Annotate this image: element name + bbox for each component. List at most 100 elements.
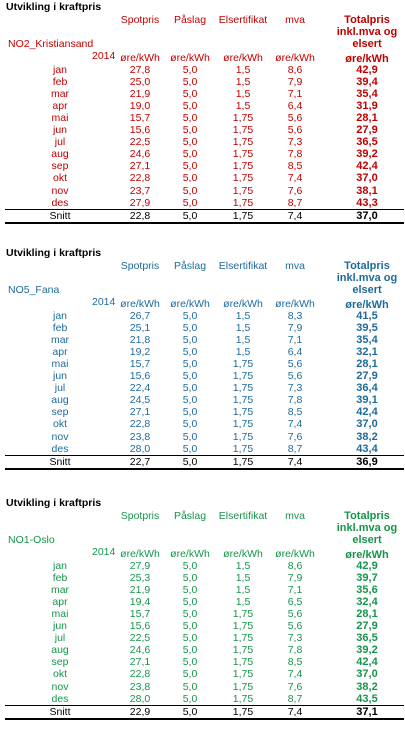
month: nov: [51, 680, 69, 693]
cell: 23,8: [129, 430, 151, 443]
unit: øre/kWh: [120, 52, 160, 64]
unit: øre/kWh: [223, 52, 263, 64]
total-header: Totalpris: [344, 260, 390, 272]
month: apr: [52, 100, 68, 113]
cell: 27,1: [129, 406, 151, 419]
total-cell: 39,2: [356, 644, 378, 657]
cell: 8,5: [287, 160, 303, 173]
month: jul: [54, 136, 66, 149]
cell: 27,1: [129, 160, 151, 173]
average-total: 36,9: [356, 455, 378, 468]
cell: 1,75: [232, 680, 254, 693]
month: jun: [52, 124, 68, 137]
cell: 5,0: [182, 148, 198, 161]
average-cell: 5,0: [182, 209, 198, 222]
cell: 25,1: [129, 322, 151, 335]
total-header: Totalpris: [344, 14, 390, 26]
rule: [5, 467, 404, 470]
cell: 5,0: [182, 608, 198, 621]
total-header: inkl.mva og: [336, 272, 398, 284]
month: mar: [50, 584, 70, 597]
total-cell: 35,6: [356, 584, 378, 597]
rule: [5, 704, 404, 706]
cell: 8,7: [287, 196, 303, 209]
cell: 8,3: [287, 310, 303, 322]
cell: 15,7: [129, 608, 151, 621]
cell: 22,5: [129, 136, 151, 149]
unit: øre/kWh: [170, 298, 210, 310]
cell: 5,0: [182, 620, 198, 633]
cell: 5,0: [182, 584, 198, 597]
cell: 7,4: [287, 172, 303, 185]
month: mai: [51, 112, 69, 125]
cell: 5,6: [287, 620, 303, 633]
total-cell: 36,5: [356, 136, 378, 149]
cell: 1,5: [235, 560, 251, 572]
average-cell: 1,75: [232, 209, 254, 222]
cell: 22,8: [129, 668, 151, 681]
month: sep: [51, 656, 69, 669]
year: 2014: [92, 546, 116, 558]
cell: 5,6: [287, 608, 303, 621]
cell: 8,7: [287, 692, 303, 705]
column-header: Spotpris: [120, 260, 160, 272]
cell: 1,75: [232, 418, 254, 431]
cell: 5,0: [182, 418, 198, 431]
cell: 23,7: [129, 184, 151, 197]
unit: øre/kWh: [120, 548, 160, 560]
unit: øre/kWh: [275, 52, 315, 64]
cell: 5,6: [287, 358, 303, 371]
cell: 27,9: [129, 196, 151, 209]
column-header: Påslag: [173, 14, 207, 26]
average-cell: 7,4: [287, 705, 303, 718]
cell: 15,6: [129, 620, 151, 633]
unit: øre/kWh: [275, 548, 315, 560]
total-cell: 28,1: [356, 608, 378, 621]
average-cell: 5,0: [182, 455, 198, 468]
cell: 5,0: [182, 76, 198, 89]
cell: 25,0: [129, 76, 151, 89]
month: mai: [51, 608, 69, 621]
cell: 5,0: [182, 430, 198, 443]
month: aug: [51, 394, 69, 407]
cell: 5,0: [182, 88, 198, 101]
total-cell: 42,9: [356, 560, 378, 572]
total-cell: 27,9: [356, 370, 378, 383]
average-cell: 1,75: [232, 705, 254, 718]
cell: 5,0: [182, 394, 198, 407]
cell: 1,75: [232, 172, 254, 185]
total-cell: 37,0: [356, 418, 378, 431]
cell: 5,0: [182, 596, 198, 609]
cell: 1,5: [235, 76, 251, 89]
total-cell: 32,4: [356, 596, 378, 609]
cell: 1,5: [235, 88, 251, 101]
cell: 7,1: [287, 584, 303, 597]
average-cell: 5,0: [182, 705, 198, 718]
cell: 5,0: [182, 382, 198, 395]
average-total: 37,0: [356, 209, 378, 222]
cell: 7,4: [287, 418, 303, 431]
month: nov: [51, 184, 69, 197]
month: okt: [52, 418, 68, 431]
total-cell: 38,2: [356, 430, 378, 443]
cell: 1,75: [232, 632, 254, 645]
month: nov: [51, 430, 69, 443]
cell: 5,0: [182, 64, 198, 76]
total-cell: 39,1: [356, 394, 378, 407]
month: jan: [52, 310, 68, 322]
month: apr: [52, 596, 68, 609]
cell: 21,8: [129, 334, 151, 347]
cell: 1,5: [235, 322, 251, 335]
total-cell: 28,1: [356, 112, 378, 125]
cell: 5,0: [182, 632, 198, 645]
total-cell: 36,5: [356, 632, 378, 645]
region: NO5_Fana: [8, 284, 60, 296]
month: jan: [52, 64, 68, 76]
cell: 27,8: [129, 64, 151, 76]
month: feb: [52, 322, 68, 335]
average-label: Snitt: [49, 705, 71, 718]
cell: 26,7: [129, 310, 151, 322]
cell: 1,75: [232, 430, 254, 443]
cell: 1,75: [232, 620, 254, 633]
cell: 8,5: [287, 406, 303, 419]
